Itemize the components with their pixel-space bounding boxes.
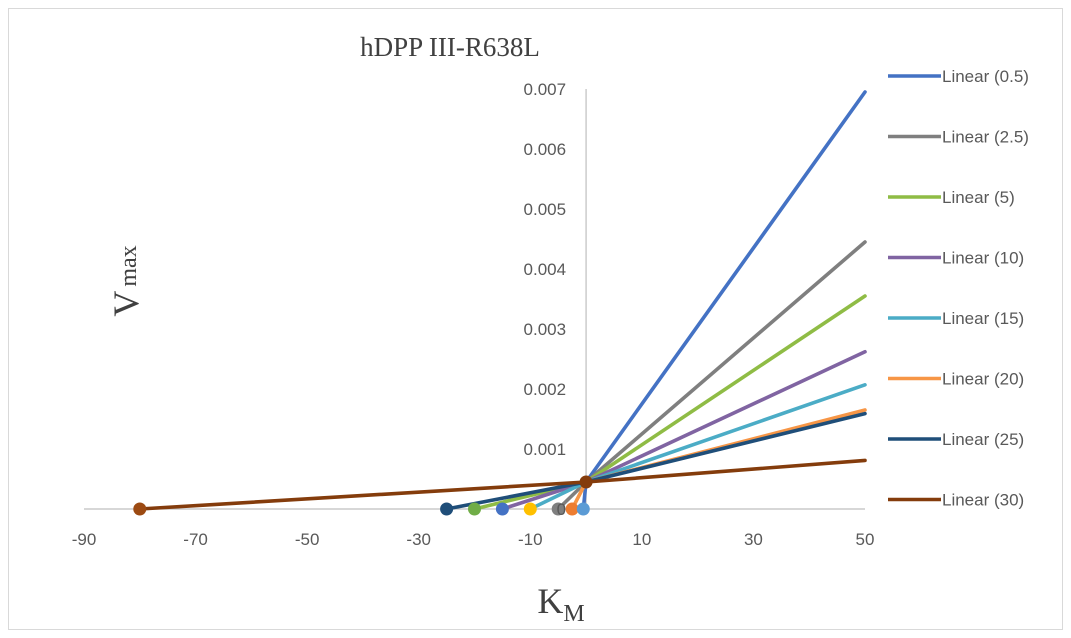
x-tick-label: -30: [406, 530, 431, 549]
y-tick-label: 0.002: [524, 380, 567, 399]
x-tick-label: -10: [518, 530, 543, 549]
x-tick-label: 30: [744, 530, 763, 549]
x-tick-label: 50: [856, 530, 875, 549]
legend-label: Linear (20): [942, 370, 1024, 389]
data-markers: [133, 475, 593, 516]
x-axis-label: KM: [537, 581, 584, 627]
x-tick-labels: -90 -70 -50 -30 -10 10 30 50: [72, 530, 875, 549]
data-point: [565, 502, 579, 516]
data-point: [576, 502, 590, 516]
legend-label: Linear (15): [942, 309, 1024, 328]
data-point: [133, 502, 147, 516]
legend: Linear (0.5) Linear (2.5) Linear (5) Linear…: [888, 67, 1029, 510]
y-tick-label: 0.003: [524, 320, 567, 339]
y-tick-label: 0.007: [524, 80, 567, 99]
data-point: [523, 502, 537, 516]
legend-label: Linear (25): [942, 430, 1024, 449]
data-point: [495, 502, 509, 516]
chart-title: hDPP III-R638L: [360, 32, 540, 62]
y-axis-label: Vmax: [106, 245, 146, 316]
y-tick-label: 0.001: [524, 440, 567, 459]
y-tick-label: 0: [557, 500, 566, 519]
line-chart: hDPP III-R638L -90 -70 -50 -30 -10 10 30 50 0 0.…: [72, 32, 1029, 627]
legend-label: Linear (0.5): [942, 67, 1029, 86]
legend-label: Linear (5): [942, 188, 1015, 207]
x-tick-label: -50: [295, 530, 320, 549]
x-tick-label: -70: [183, 530, 208, 549]
x-tick-label: -90: [72, 530, 97, 549]
data-point: [579, 475, 593, 489]
series-lines: [137, 90, 867, 511]
chart-container: hDPP III-R638L -90 -70 -50 -30 -10 10 30 50 0 0.…: [8, 8, 1063, 630]
y-tick-labels: 0 0.001 0.002 0.003 0.004 0.005 0.006 0.007: [524, 80, 567, 519]
legend-label: Linear (2.5): [942, 128, 1029, 147]
data-point: [551, 502, 565, 516]
y-tick-label: 0.004: [524, 260, 567, 279]
x-tick-label: 10: [632, 530, 651, 549]
series-line: [444, 411, 867, 511]
legend-label: Linear (10): [942, 249, 1024, 268]
data-point: [468, 502, 481, 516]
axes: [84, 89, 865, 510]
y-tick-label: 0.005: [524, 200, 567, 219]
y-tick-label: 0.006: [524, 140, 567, 159]
legend-label: Linear (30): [942, 491, 1024, 510]
data-point: [440, 502, 454, 516]
